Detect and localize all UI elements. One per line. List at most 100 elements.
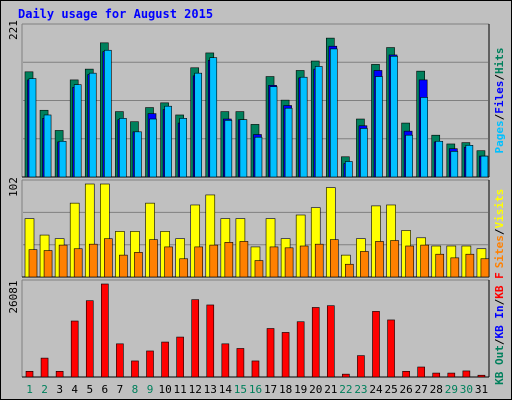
- bar-kbf-day-23: [357, 355, 365, 378]
- bar-pages-day-26: [405, 134, 413, 178]
- bar-pages-day-27: [420, 97, 428, 178]
- bar-sites-day-1: [28, 249, 38, 278]
- legend-entry-visits: Visits: [493, 189, 506, 229]
- panel-3-legend: KB Out/KB In/KB F: [493, 272, 506, 385]
- legend-separator: /: [493, 298, 506, 305]
- bar-pages-day-12: [194, 72, 203, 178]
- x-tick-day-23: 23: [354, 383, 367, 396]
- bar-pages-day-22: [345, 161, 353, 178]
- panel-2-legend: Sites/Visits: [493, 189, 506, 269]
- x-tick-day-20: 20: [309, 383, 322, 396]
- x-tick-day-25: 25: [384, 383, 397, 396]
- bar-pages-day-13: [209, 57, 218, 178]
- bar-kbf-day-31: [477, 374, 486, 378]
- bar-sites-day-10: [164, 246, 173, 278]
- bar-sites-day-6: [104, 238, 113, 278]
- bar-kbf-day-6: [101, 283, 109, 378]
- bar-sites-day-25: [390, 240, 399, 278]
- bar-kbf-day-12: [191, 299, 200, 378]
- bar-sites-day-16: [254, 260, 264, 278]
- x-tick-day-2: 2: [41, 383, 48, 396]
- x-tick-day-31: 31: [475, 383, 488, 396]
- x-tick-day-30: 30: [460, 383, 473, 396]
- bar-pages-day-29: [450, 151, 459, 178]
- bar-sites-day-19: [299, 245, 309, 278]
- x-tick-day-24: 24: [369, 383, 383, 396]
- bar-pages-day-23: [360, 128, 368, 178]
- bar-kbf-day-11: [176, 336, 184, 378]
- bar-sites-day-12: [194, 246, 204, 278]
- bar-kbf-day-4: [70, 320, 79, 378]
- x-tick-day-19: 19: [294, 383, 307, 396]
- bar-pages-day-8: [134, 131, 142, 178]
- legend-entry-kb-f: KB F: [493, 272, 506, 299]
- bar-pages-day-18: [284, 107, 293, 178]
- bar-pages-day-19: [299, 76, 308, 178]
- panel-1-legend: Pages/Files/Hits: [493, 48, 506, 154]
- bar-pages-day-21: [329, 48, 338, 178]
- bar-pages-day-2: [43, 114, 52, 178]
- bar-pages-day-4: [73, 84, 82, 178]
- bar-kbf-day-3: [55, 370, 64, 378]
- x-tick-day-3: 3: [56, 383, 63, 396]
- bar-pages-day-9: [149, 118, 157, 178]
- panel-1-ymax-label: 221: [7, 20, 20, 40]
- bar-kbf-day-21: [326, 305, 335, 378]
- x-tick-day-4: 4: [71, 383, 78, 396]
- bar-pages-day-3: [58, 140, 67, 178]
- bar-pages-day-14: [224, 120, 233, 178]
- bar-pages-day-5: [88, 72, 97, 178]
- x-tick-day-14: 14: [219, 383, 233, 396]
- panel-2-ymax-label: 102: [7, 177, 20, 197]
- bar-sites-day-3: [58, 244, 68, 278]
- x-tick-day-17: 17: [264, 383, 277, 396]
- bar-sites-day-22: [345, 263, 354, 278]
- bar-sites-day-28: [435, 253, 445, 278]
- x-tick-day-11: 11: [174, 383, 187, 396]
- bar-sites-day-27: [420, 244, 429, 278]
- bar-kbf-day-26: [402, 370, 410, 378]
- bar-kbf-day-9: [146, 350, 154, 378]
- x-tick-day-12: 12: [189, 383, 202, 396]
- bar-sites-day-23: [360, 251, 369, 278]
- x-tick-day-16: 16: [249, 383, 262, 396]
- bar-pages-day-11: [179, 118, 187, 178]
- bar-sites-day-29: [450, 257, 460, 278]
- bar-kbf-day-15: [236, 348, 245, 378]
- x-tick-day-9: 9: [147, 383, 154, 396]
- bar-sites-day-18: [284, 247, 294, 278]
- x-tick-day-21: 21: [324, 383, 337, 396]
- bar-kbf-day-5: [85, 300, 94, 378]
- bar-pages-day-31: [480, 155, 489, 178]
- bar-pages-day-28: [435, 140, 444, 178]
- bar-kbf-day-14: [221, 343, 230, 378]
- bar-kbf-day-7: [116, 343, 124, 378]
- bar-pages-day-1: [28, 78, 37, 178]
- bar-kbf-day-13: [206, 304, 215, 378]
- bar-kbf-day-19: [296, 321, 305, 378]
- bar-kbf-day-16: [251, 360, 260, 378]
- bar-sites-day-15: [239, 241, 249, 278]
- legend-separator: /: [493, 338, 506, 345]
- legend-separator: /: [493, 228, 506, 235]
- legend-separator: /: [493, 113, 506, 120]
- bar-sites-day-26: [405, 245, 414, 278]
- x-tick-day-13: 13: [204, 383, 217, 396]
- x-tick-day-10: 10: [158, 383, 171, 396]
- bar-kbf-day-25: [387, 319, 395, 378]
- bar-pages-day-24: [375, 76, 383, 178]
- x-tick-day-7: 7: [117, 383, 124, 396]
- legend-entry-hits: Hits: [493, 48, 506, 75]
- bar-pages-day-15: [239, 119, 248, 178]
- bar-sites-day-8: [134, 252, 143, 278]
- bar-kbf-day-28: [432, 372, 441, 378]
- bar-kbf-day-10: [161, 341, 169, 378]
- legend-separator: /: [493, 74, 506, 81]
- chart-title: Daily usage for August 2015: [18, 7, 214, 21]
- legend-entry-pages: Pages: [493, 120, 506, 153]
- bar-pages-day-6: [104, 49, 112, 178]
- x-tick-day-18: 18: [279, 383, 292, 396]
- bar-pages-day-25: [390, 56, 398, 178]
- bar-sites-day-9: [149, 239, 158, 278]
